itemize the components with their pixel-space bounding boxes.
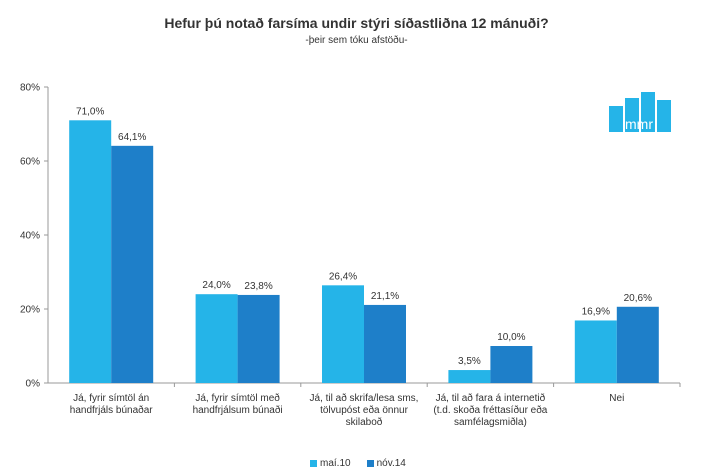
bar [490, 346, 533, 383]
x-category-label-line: Já, fyrir símtöl án [73, 393, 150, 404]
y-tick-label: 0% [26, 379, 41, 390]
x-category-label-line: Nei [609, 393, 625, 404]
legend-item-series-2: nóv.14 [366, 458, 406, 469]
legend-label-series-1: maí.10 [320, 458, 351, 469]
x-category-label-line: handfrjáls búnaðar [69, 405, 153, 416]
data-label: 71,0% [76, 106, 104, 117]
bar [322, 285, 364, 383]
bar [574, 320, 617, 383]
x-category-label-line: Já, til að skrifa/lesa sms, [309, 393, 419, 404]
x-category-label: Já, til að skrifa/lesa sms, tölvupóst eða… [303, 393, 425, 429]
y-tick-label: 20% [20, 305, 40, 316]
data-label: 10,0% [497, 332, 525, 343]
x-category-label-line: Já, til að fara á internetið [435, 393, 546, 404]
x-category-label: Já, til að fara á internetið (t.d. skoða … [429, 393, 551, 429]
legend-label-series-2: nóv.14 [376, 458, 406, 469]
bar [69, 120, 112, 384]
chart-title: Hefur þú notað farsíma undir stýri síðas… [164, 15, 549, 31]
bar [448, 370, 491, 383]
mmr-logo: mmr [609, 92, 671, 132]
x-category-label-line: (t.d. skoða fréttasíður eða [433, 405, 548, 416]
bar [237, 294, 280, 383]
svg-text:mmr: mmr [625, 116, 653, 132]
bar [364, 304, 406, 383]
x-category-label-line: tölvupóst eða önnur [320, 405, 408, 416]
data-label: 21,1% [371, 291, 399, 302]
x-category-label: Já, fyrir símtöl án handfrjáls búnaðar [50, 393, 172, 417]
data-label: 64,1% [118, 132, 146, 143]
data-label: 20,6% [624, 293, 652, 304]
chart-subtitle: -þeir sem tóku afstöðu- [305, 35, 408, 46]
x-category-label-line: Já, fyrir símtöl með [195, 393, 280, 404]
x-category-label: Já, fyrir símtöl með handfrjálsum búnaði [177, 393, 299, 417]
y-tick-label: 80% [20, 83, 40, 94]
x-category-label: Nei [556, 393, 678, 405]
data-label: 24,0% [202, 280, 230, 291]
bar [616, 306, 659, 383]
y-tick-label: 40% [20, 231, 40, 242]
legend-swatch-series-1 [310, 460, 317, 467]
legend-swatch-series-2 [366, 460, 374, 467]
legend-item-series-1: maí.10 [310, 458, 351, 469]
x-category-label-line: skilaboð [345, 417, 383, 428]
y-tick-label: 60% [20, 157, 40, 168]
data-label: 26,4% [329, 271, 357, 282]
bar [111, 145, 154, 383]
data-label: 16,9% [582, 306, 610, 317]
legend: maí.10 nóv.14 [310, 458, 406, 469]
bar [195, 294, 238, 383]
x-category-label-line: handfrjálsum búnaði [192, 405, 283, 416]
data-label: 23,8% [244, 281, 272, 292]
data-label: 3,5% [458, 356, 481, 367]
x-category-label-line: samfélagsmiðla) [453, 417, 527, 428]
